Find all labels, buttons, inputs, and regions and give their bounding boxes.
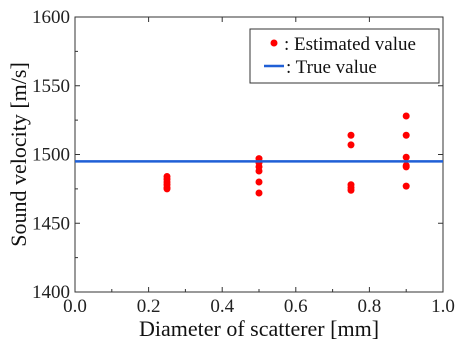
y-tick-label: 1550	[32, 76, 70, 97]
legend-marker-estimated	[270, 39, 278, 47]
estimated-value-point	[402, 153, 410, 161]
legend-box	[249, 28, 440, 84]
x-axis-ticks: 0.0 0.2 0.4 0.6 0.8 1.0	[63, 17, 455, 317]
estimated-value-point	[347, 141, 355, 149]
estimated-value-point	[255, 189, 263, 197]
series-layer	[75, 112, 443, 197]
estimated-value-point	[402, 131, 410, 139]
estimated-value-point	[255, 167, 263, 175]
y-tick-label: 1450	[32, 213, 70, 234]
x-tick-label: 0.8	[358, 296, 382, 317]
x-tick-label: 0.2	[137, 296, 161, 317]
x-tick-label: 0.6	[284, 296, 308, 317]
estimated-value-point	[163, 185, 171, 193]
estimated-value-point	[347, 131, 355, 139]
estimated-value-point	[402, 163, 410, 171]
x-tick-label: 1.0	[431, 296, 455, 317]
y-axis-ticks: 1400 1450 1500 1550 1600	[32, 7, 443, 303]
estimated-value-point	[402, 112, 410, 120]
x-tick-label: 0.0	[63, 296, 87, 317]
legend-label-estimated: : Estimated value	[284, 34, 416, 55]
estimated-value-point	[402, 182, 410, 190]
x-tick-label: 0.4	[210, 296, 234, 317]
y-tick-label: 1500	[32, 145, 70, 166]
estimated-value-point	[347, 186, 355, 194]
y-tick-label: 1400	[32, 282, 70, 303]
estimated-value-point	[255, 178, 263, 186]
legend: : Estimated value : True value	[249, 28, 440, 84]
legend-label-true: : True value	[286, 57, 377, 78]
x-axis-title: Diameter of scatterer [mm]	[139, 316, 379, 340]
y-axis-title: Sound velocity [m/s]	[6, 62, 31, 247]
y-tick-label: 1600	[32, 7, 70, 28]
